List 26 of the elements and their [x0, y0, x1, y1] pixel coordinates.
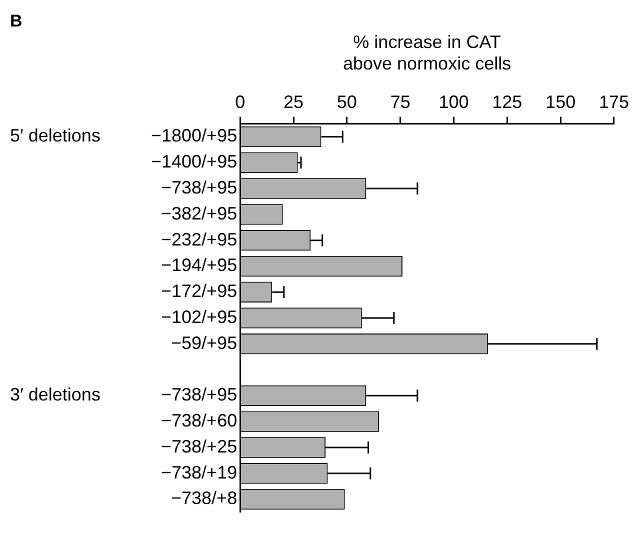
x-tick-label: 175	[598, 92, 630, 112]
y-tick-label: −172/+95	[161, 281, 238, 302]
x-axis-title: % increase in CAT above normoxic cells	[342, 32, 512, 74]
y-tick-label: −59/+95	[171, 332, 238, 353]
y-tick-label: −738/+95	[161, 178, 238, 198]
x-tick-label: 150	[546, 92, 576, 112]
y-tick-label: −738/+95	[161, 384, 238, 405]
y-tick-label: −194/+95	[161, 255, 238, 276]
x-tick-label: 125	[492, 92, 522, 112]
x-tick-label: 100	[438, 92, 469, 112]
x-tick-label: 25	[283, 92, 304, 112]
y-tick-label: −738/+19	[161, 462, 238, 482]
x-tick-label: 0	[235, 92, 246, 112]
text: B	[10, 12, 22, 31]
y-tick-label: −738/+8	[171, 488, 238, 508]
text: 5′ deletions	[10, 126, 100, 146]
x-tick-label: 75	[390, 92, 410, 112]
y-tick-label: −382/+95	[161, 203, 238, 224]
y-tick-label: −738/+60	[161, 410, 238, 431]
y-tick-label: −102/+95	[161, 306, 238, 327]
x-tick-label: 50	[336, 92, 357, 112]
y-tick-label: −1800/+95	[150, 126, 238, 146]
y-tick-label: −738/+25	[161, 436, 238, 456]
y-tick-label: −1400/+95	[150, 152, 238, 172]
text: 3′ deletions	[10, 384, 100, 405]
y-tick-label: −232/+95	[161, 229, 238, 250]
